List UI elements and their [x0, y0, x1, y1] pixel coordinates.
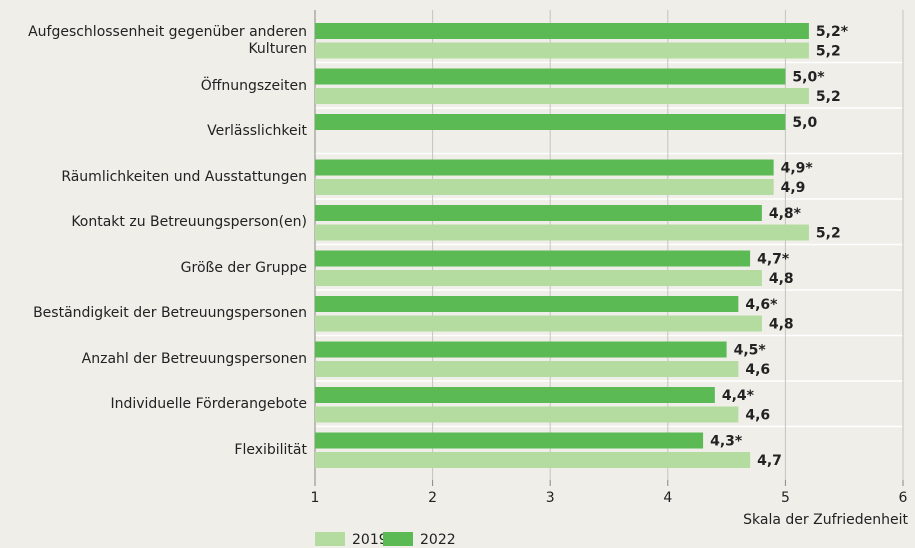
x-tick-label: 2: [428, 490, 437, 506]
value-label: 5,0*: [792, 70, 825, 86]
value-label: 4,3*: [710, 434, 743, 450]
value-label: 4,6: [745, 362, 770, 378]
value-label: 5,2: [816, 44, 841, 60]
legend-swatch: [383, 532, 413, 546]
value-label: 4,8: [769, 317, 794, 333]
category-label: Verlässlichkeit: [207, 123, 307, 140]
value-label: 4,8*: [769, 206, 802, 222]
legend-swatch: [315, 532, 345, 546]
x-axis-label: Skala der Zufriedenheit: [743, 512, 908, 528]
bar: [315, 250, 751, 267]
category-label: Räumlichkeiten und Ausstattungen: [61, 168, 307, 185]
category-label: Öffnungszeiten: [200, 77, 307, 94]
bar: [315, 42, 809, 59]
x-tick-label: 6: [899, 490, 908, 506]
category-label: Anzahl der Betreuungspersonen: [81, 350, 307, 367]
bar: [315, 315, 762, 332]
bar: [315, 341, 727, 358]
bar: [315, 224, 809, 241]
bar: [315, 452, 751, 468]
value-label: 4,9: [781, 180, 806, 196]
legend-label: 2022: [420, 532, 456, 548]
category-label: Beständigkeit der Betreuungspersonen: [33, 305, 307, 322]
category-label: Individuelle Förderangebote: [110, 396, 307, 413]
bar: [315, 88, 809, 104]
x-tick-label: 3: [546, 490, 555, 506]
bar: [315, 68, 786, 85]
x-tick-label: 5: [781, 490, 790, 506]
value-label: 4,8: [769, 271, 794, 287]
bar: [315, 296, 739, 312]
value-label: 4,4*: [722, 388, 755, 404]
bar: [315, 406, 739, 423]
x-tick-label: 1: [311, 490, 320, 506]
category-label: Flexibilität: [234, 441, 307, 458]
value-label: 4,7*: [757, 252, 790, 268]
bar: [315, 23, 809, 39]
category-label: Kontakt zu Betreuungsperson(en): [71, 214, 307, 231]
value-label: 5,2: [816, 89, 841, 105]
bar: [315, 432, 704, 449]
value-label: 5,2*: [816, 24, 849, 40]
x-tick-label: 4: [663, 490, 672, 506]
bar: [315, 270, 762, 286]
bar: [315, 387, 715, 403]
bar: [315, 205, 762, 221]
value-label: 5,2: [816, 226, 841, 242]
bar: [315, 179, 774, 195]
bar: [315, 114, 786, 130]
value-label: 4,7: [757, 453, 782, 469]
value-label: 4,5*: [734, 343, 767, 359]
value-label: 4,6*: [745, 297, 778, 313]
category-label: Aufgeschlossenheit gegenüber anderen Kul…: [28, 23, 307, 57]
value-label: 4,9*: [781, 161, 814, 177]
bar: [315, 159, 774, 176]
value-label: 5,0: [792, 115, 817, 131]
legend-label: 2019: [352, 532, 388, 548]
value-label: 4,6: [745, 408, 770, 424]
bar: [315, 361, 739, 377]
category-label: Größe der Gruppe: [180, 259, 307, 276]
